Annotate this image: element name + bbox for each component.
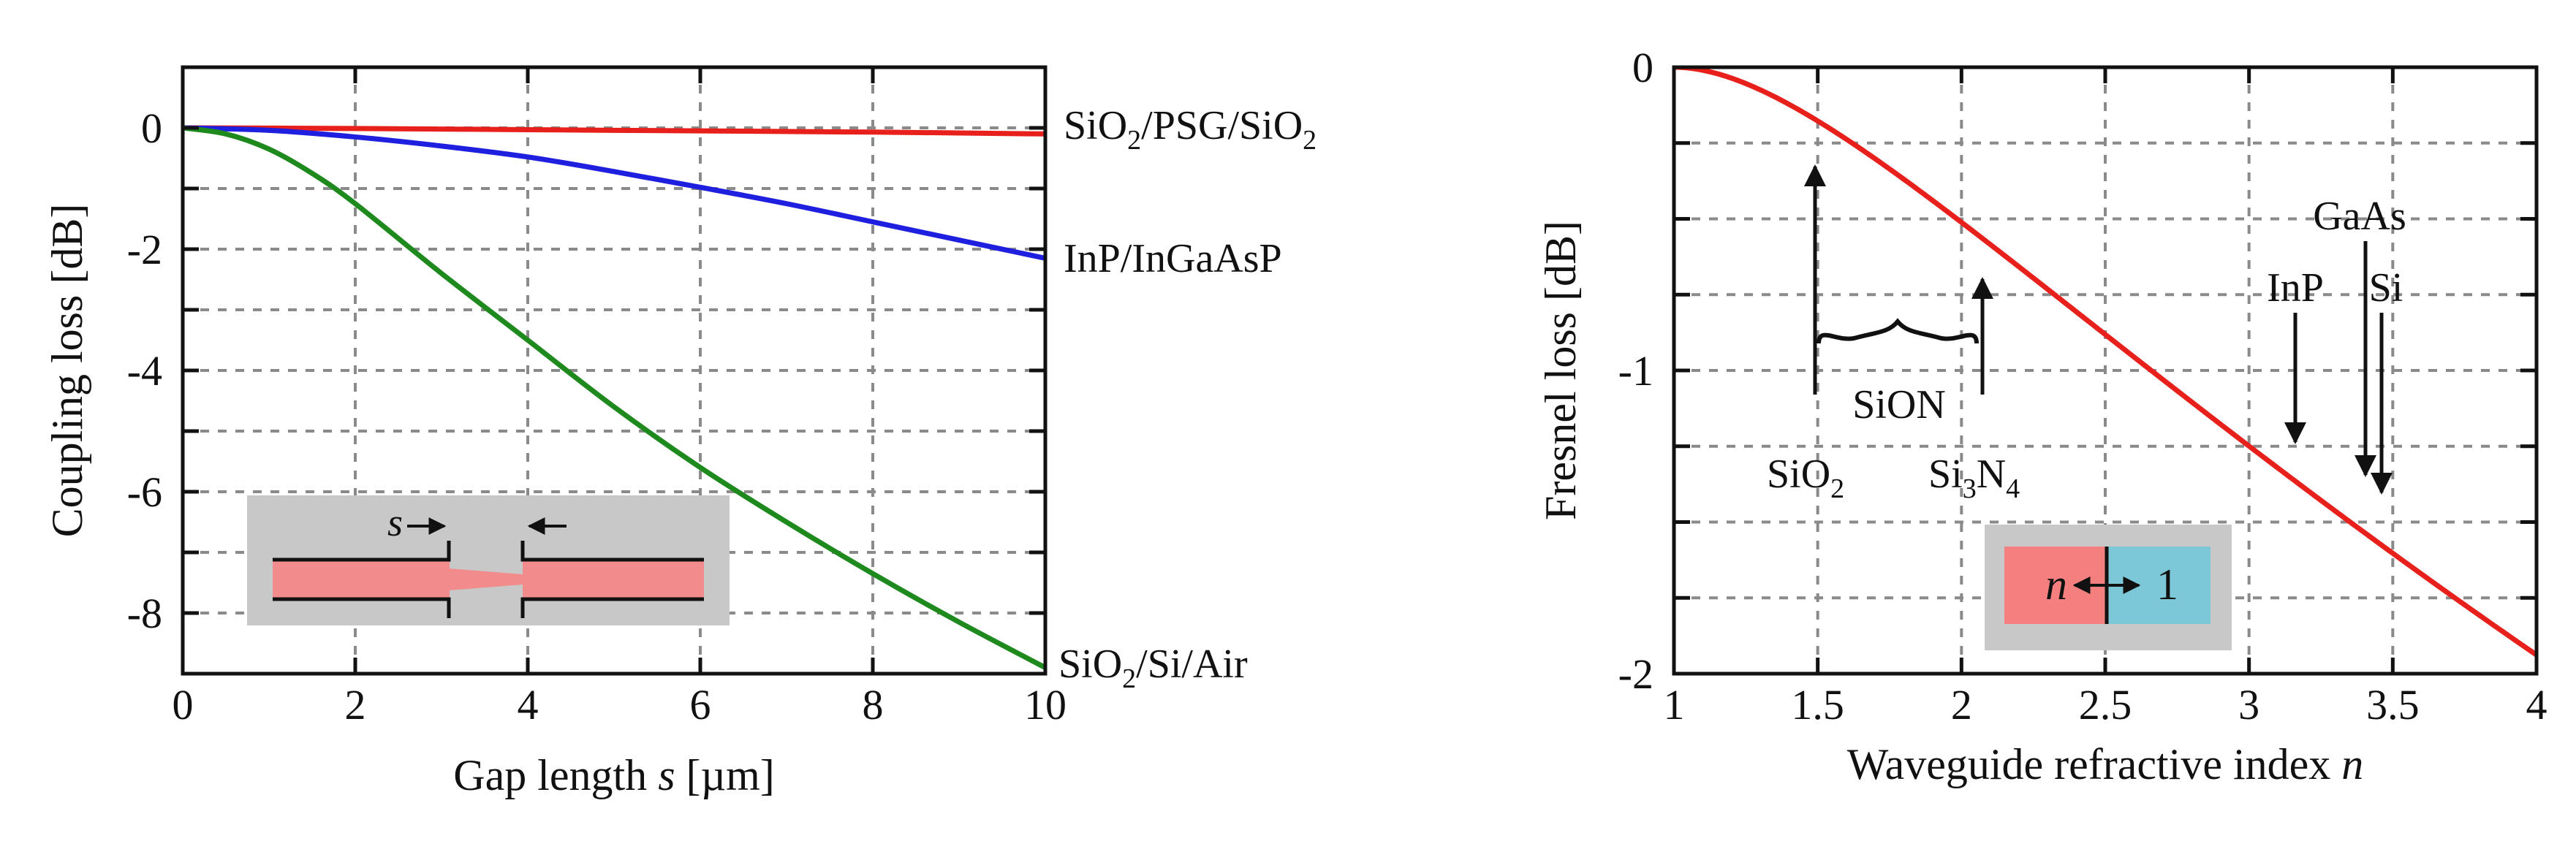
x-tick-label: 1.5 xyxy=(1791,681,1844,728)
series-label-sio2-si-air: SiO2/Si/Air xyxy=(1058,642,1248,694)
x-tick-label: 3 xyxy=(2238,681,2259,728)
si-label: Si xyxy=(2369,265,2403,311)
coupling-loss-chart: s 0 2 4 6 8 10 0 -2 -4 -6 -8 Coupling loss [dB] Ga… xyxy=(43,65,1317,799)
x-tick-label: 10 xyxy=(1024,681,1067,728)
index-n-label: n xyxy=(2045,560,2067,609)
x-tick-label: 8 xyxy=(863,681,884,728)
series-label-sio2-psg: SiO2/PSG/SiO2 xyxy=(1064,103,1317,156)
material-annotations: SiON SiO2 Si3N4 GaAs InP Si xyxy=(1767,164,2406,504)
x-tick-label: 2 xyxy=(1951,681,1972,728)
grid xyxy=(1674,67,2537,674)
x-tick-label: 0 xyxy=(173,681,194,728)
right-core xyxy=(523,561,704,598)
x-tick-label: 2.5 xyxy=(2079,681,2132,728)
gap-label: s xyxy=(387,501,403,544)
ticks: 1 1.5 2 2.5 3 3.5 4 0 -1 -2 xyxy=(1618,44,2547,728)
gap-beam xyxy=(449,568,523,590)
sion-label: SiON xyxy=(1852,382,1946,427)
y-tick-label: -1 xyxy=(1618,347,1653,395)
interface-inset: n 1 xyxy=(1985,525,2232,650)
fresnel-loss-chart: n 1 1 1.5 2 2.5 3 3.5 4 0 -1 -2 Fresnel loss [dB]… xyxy=(1537,44,2547,788)
sion-brace xyxy=(1817,318,1979,344)
y-tick-label: 0 xyxy=(1632,44,1653,91)
series-lines xyxy=(183,125,1045,670)
sio2-label: SiO2 xyxy=(1767,452,1844,504)
x-tick-label: 6 xyxy=(690,681,711,728)
x-tick-label: 1 xyxy=(1664,681,1685,728)
y-tick-label: -6 xyxy=(127,468,162,516)
x-axis-label: Gap length s [µm] xyxy=(453,751,775,799)
series-line xyxy=(1674,67,2537,658)
series-line xyxy=(183,125,1045,261)
ticks: 0 2 4 6 8 10 0 -2 -4 -6 -8 xyxy=(127,65,1067,728)
series-line xyxy=(183,125,1045,137)
y-tick-label: -8 xyxy=(127,590,162,637)
gaas-label: GaAs xyxy=(2313,194,2406,239)
series-line xyxy=(183,125,1045,670)
x-tick-label: 2 xyxy=(345,681,366,728)
left-core xyxy=(273,561,450,598)
index-one-label: 1 xyxy=(2156,560,2178,609)
y-tick-label: 0 xyxy=(141,104,162,152)
y-tick-label: -2 xyxy=(127,226,162,273)
si3n4-label: Si3N4 xyxy=(1928,452,2020,504)
y-tick-label: -4 xyxy=(127,347,162,395)
x-tick-label: 4 xyxy=(2526,681,2547,728)
y-axis-label: Fresnel loss [dB] xyxy=(1537,221,1585,520)
series-label-inp: InP/InGaAsP xyxy=(1064,236,1282,281)
x-tick-label: 3.5 xyxy=(2366,681,2420,728)
y-axis-label: Coupling loss [dB] xyxy=(43,204,91,538)
x-axis-label: Waveguide refractive index n xyxy=(1847,740,2364,788)
inp-label: InP xyxy=(2267,265,2324,311)
waveguide-edges xyxy=(273,541,704,618)
y-tick-label: -2 xyxy=(1618,650,1653,698)
gap-inset: s xyxy=(247,495,730,625)
x-tick-label: 4 xyxy=(518,681,539,728)
series-lines xyxy=(1674,67,2537,658)
